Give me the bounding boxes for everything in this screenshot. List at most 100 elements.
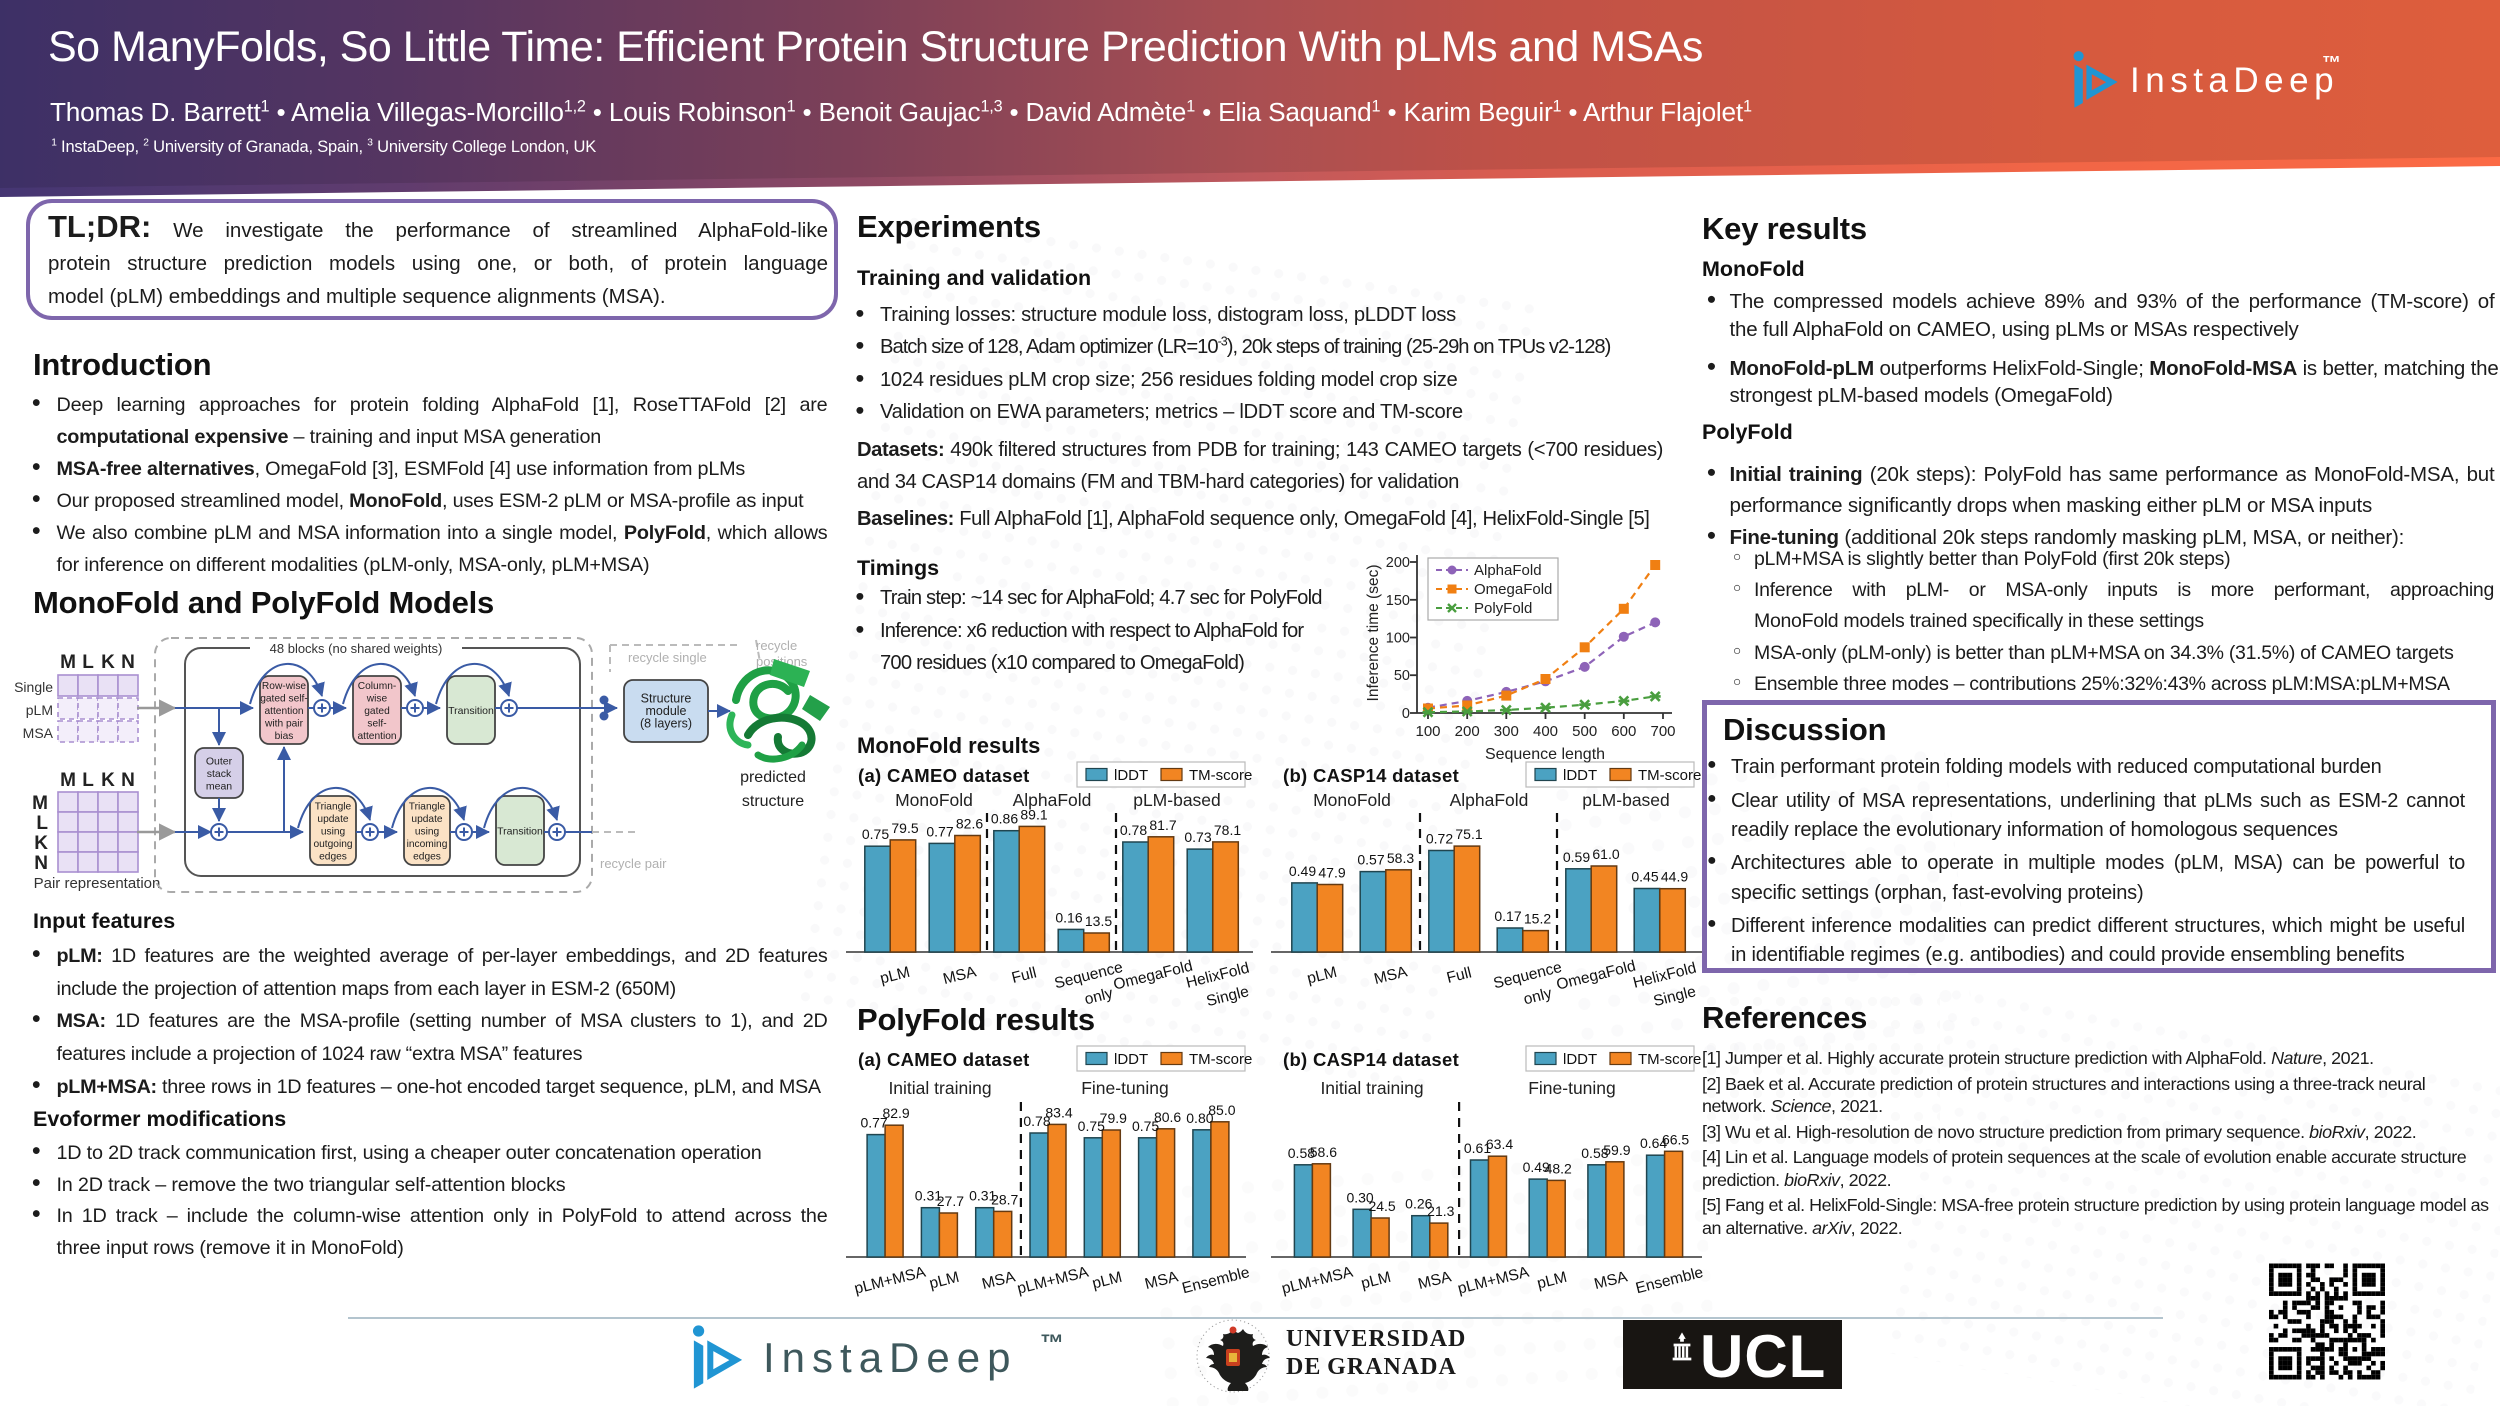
svg-text:0.45: 0.45 [1631,869,1658,885]
svg-text:(a) CAMEO dataset: (a) CAMEO dataset [858,1049,1030,1070]
svg-text:Single: Single [1205,983,1251,1010]
svg-text:gated: gated [364,706,390,717]
svg-text:Full: Full [1445,964,1473,987]
svg-text:update: update [317,814,348,825]
svg-text:lDDT: lDDT [1563,767,1597,784]
svg-text:0.86: 0.86 [991,811,1018,827]
svg-text:0.58: 0.58 [1288,1145,1315,1161]
svg-text:0.75: 0.75 [1132,1118,1159,1134]
svg-text:0.77: 0.77 [860,1115,887,1131]
svg-text:80.6: 80.6 [1154,1109,1181,1125]
svg-text:pLM: pLM [1091,1269,1124,1293]
svg-text:(8 layers): (8 layers) [640,717,692,731]
svg-text:Single: Single [14,679,53,695]
svg-text:0.49: 0.49 [1289,863,1316,879]
svg-text:pLM+MSA: pLM+MSA [1280,1263,1355,1297]
svg-text:500: 500 [1572,723,1597,740]
svg-text:pLM+MSA: pLM+MSA [1456,1263,1531,1297]
svg-text:58.6: 58.6 [1310,1144,1337,1160]
svg-text:82.9: 82.9 [882,1105,909,1121]
svg-text:Sequence length: Sequence length [1485,746,1605,763]
svg-text:0.80: 0.80 [1186,1110,1213,1126]
svg-text:MSA: MSA [980,1268,1017,1293]
svg-text:MSA: MSA [941,963,978,988]
svg-text:attention: attention [357,731,396,742]
svg-text:MSA: MSA [1372,963,1409,988]
svg-text:pLM-based: pLM-based [1133,790,1221,810]
svg-text:0.75: 0.75 [1078,1118,1105,1134]
svg-text:21.3: 21.3 [1427,1203,1454,1219]
svg-text:pLM: pLM [1305,964,1338,988]
svg-text:0.78: 0.78 [1023,1113,1050,1129]
svg-text:MSA: MSA [1143,1268,1180,1293]
svg-text:0.49: 0.49 [1523,1159,1550,1175]
svg-text:0.30: 0.30 [1346,1189,1373,1205]
svg-text:100: 100 [1415,723,1440,740]
svg-text:L: L [82,770,94,791]
svg-text:outgoing: outgoing [313,839,352,850]
svg-text:pLM: pLM [878,964,911,988]
svg-text:AlphaFold: AlphaFold [1450,790,1529,810]
svg-text:Initial training: Initial training [1320,1078,1423,1098]
svg-text:pLM+MSA: pLM+MSA [1016,1263,1091,1297]
svg-text:27.7: 27.7 [937,1193,964,1209]
svg-text:0.16: 0.16 [1055,909,1082,925]
svg-text:(b) CASP14 dataset: (b) CASP14 dataset [1283,1049,1459,1070]
svg-text:15.2: 15.2 [1524,911,1551,927]
svg-text:lDDT: lDDT [1563,1051,1597,1068]
svg-text:81.7: 81.7 [1149,817,1176,833]
svg-text:28.7: 28.7 [991,1191,1018,1207]
svg-text:N: N [121,770,135,791]
svg-text:AlphaFold: AlphaFold [1013,790,1092,810]
svg-text:Fine-tuning: Fine-tuning [1081,1078,1169,1098]
svg-text:structure: structure [742,793,804,810]
svg-text:24.5: 24.5 [1368,1198,1395,1214]
svg-text:L: L [82,652,94,673]
svg-text:N: N [121,652,135,673]
svg-text:61.0: 61.0 [1592,846,1619,862]
svg-text:200: 200 [1386,555,1410,571]
svg-text:TM-score: TM-score [1189,1051,1252,1068]
svg-text:K: K [101,652,115,673]
svg-text:0.31: 0.31 [915,1188,942,1204]
svg-text:K: K [101,770,115,791]
svg-text:Outer: Outer [206,755,233,767]
svg-text:lDDT: lDDT [1114,767,1148,784]
svg-text:module: module [646,704,687,718]
svg-text:63.4: 63.4 [1486,1136,1513,1152]
svg-text:Fine-tuning: Fine-tuning [1528,1078,1616,1098]
svg-text:0.26: 0.26 [1405,1196,1432,1212]
svg-text:Triangle: Triangle [409,801,446,812]
svg-text:pLM: pLM [1535,1269,1568,1293]
svg-text:Row-wise: Row-wise [262,681,306,692]
svg-text:bias: bias [275,731,294,742]
svg-text:only: only [1522,985,1554,1008]
svg-text:OmegaFold: OmegaFold [1112,958,1195,994]
svg-text:Transition: Transition [497,826,543,838]
svg-text:using: using [415,827,440,838]
svg-text:Transition: Transition [448,705,494,717]
svg-text:PolyFold: PolyFold [1474,600,1532,617]
svg-text:TM-score: TM-score [1638,767,1701,784]
svg-text:update: update [411,814,442,825]
svg-text:lDDT: lDDT [1114,1051,1148,1068]
svg-text:Sequence: Sequence [1492,959,1564,992]
svg-text:incoming: incoming [407,839,448,850]
svg-text:TM-score: TM-score [1189,767,1252,784]
svg-text:M: M [60,770,76,791]
svg-text:pLM: pLM [26,702,53,718]
svg-text:recycle single: recycle single [628,650,707,665]
svg-text:edges: edges [319,852,347,863]
svg-text:0.77: 0.77 [926,823,953,839]
svg-text:44.9: 44.9 [1661,869,1688,885]
svg-text:100: 100 [1386,631,1410,647]
svg-text:Column-: Column- [358,681,397,692]
svg-text:59.9: 59.9 [1603,1142,1630,1158]
svg-text:0.78: 0.78 [1120,822,1147,838]
svg-text:0.73: 0.73 [1184,829,1211,845]
svg-text:Inference time (sec): Inference time (sec) [1365,565,1382,702]
svg-text:Initial training: Initial training [888,1078,991,1098]
svg-text:gated self-: gated self- [260,693,308,704]
svg-text:50: 50 [1394,668,1410,684]
svg-text:600: 600 [1611,723,1636,740]
